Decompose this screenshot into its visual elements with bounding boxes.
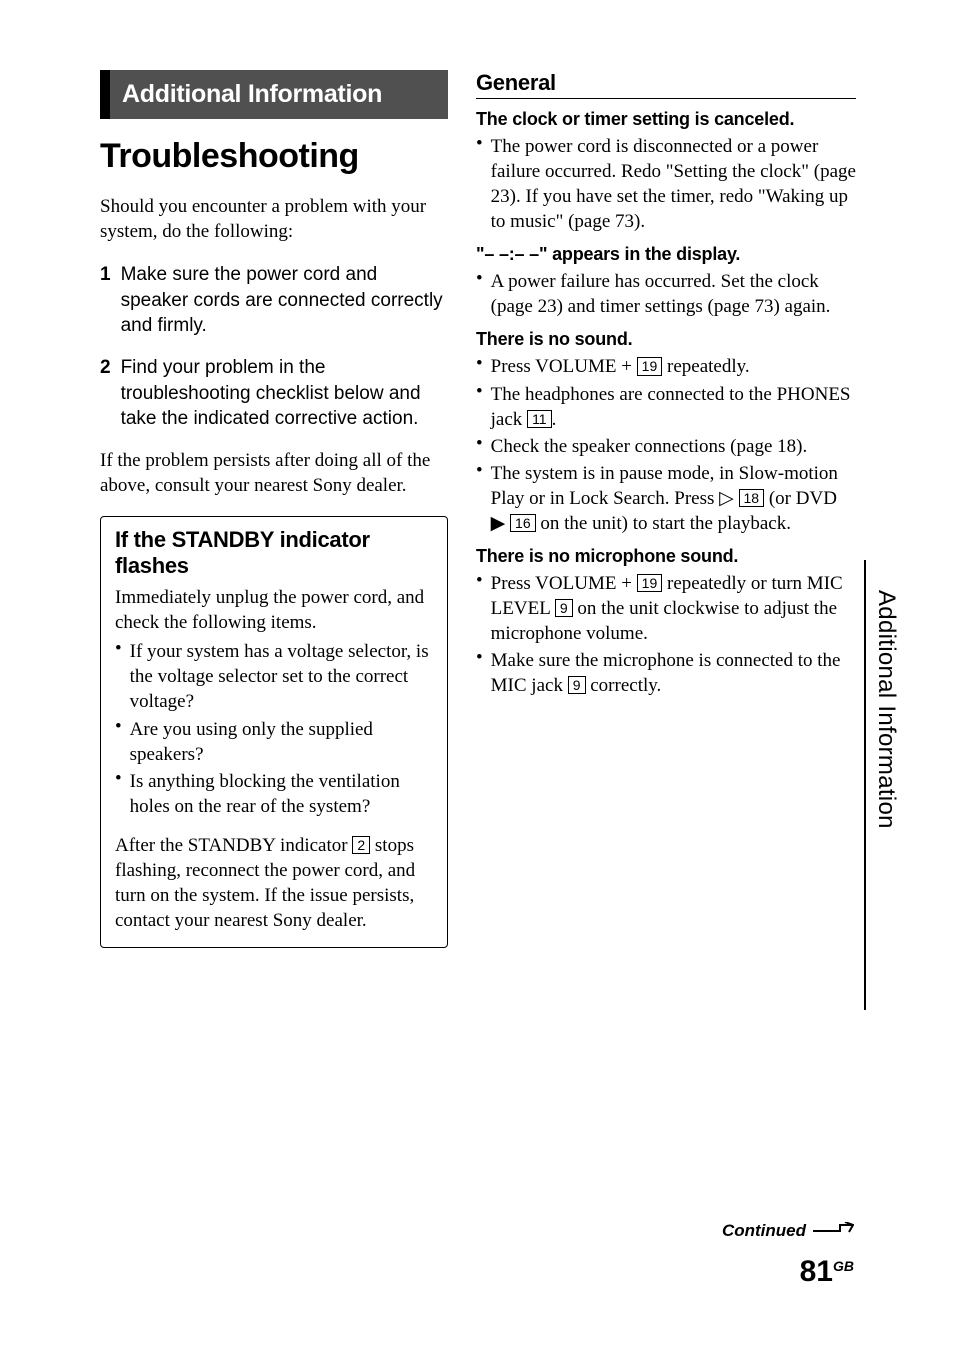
bullet-dot-icon: • (115, 639, 122, 714)
bullet-item: •The power cord is disconnected or a pow… (476, 134, 856, 234)
bullet-dot-icon: • (476, 434, 483, 459)
bullet-text: Press VOLUME + 19 repeatedly. (491, 354, 750, 379)
bullet-dot-icon: • (476, 269, 483, 319)
bullet-dot-icon: • (115, 717, 122, 767)
bullet-text: If your system has a voltage selector, i… (130, 639, 433, 714)
ref-box: 9 (568, 676, 586, 694)
page-number-value: 81 (800, 1255, 833, 1288)
bullet-item: •The headphones are connected to the PHO… (476, 382, 856, 432)
bullet-text: The headphones are connected to the PHON… (491, 382, 856, 432)
issue-heading: There is no microphone sound. (476, 546, 856, 567)
standby-box: If the STANDBY indicator flashes Immedia… (100, 516, 448, 948)
bullet-item: •The system is in pause mode, in Slow-mo… (476, 461, 856, 536)
page-number: 81GB (722, 1255, 854, 1289)
ref-box: 16 (510, 514, 536, 532)
bullet-text: A power failure has occurred. Set the cl… (491, 269, 856, 319)
standby-tail: After the STANDBY indicator 2 stops flas… (115, 833, 433, 933)
play-outline-icon: ▷ (719, 488, 734, 509)
bullet-dot-icon: • (476, 354, 483, 379)
ref-box: 18 (739, 489, 765, 507)
ref-box: 9 (555, 599, 573, 617)
after-steps-text: If the problem persists after doing all … (100, 448, 448, 498)
bullet-text: The power cord is disconnected or a powe… (491, 134, 856, 234)
bullet-text: Make sure the microphone is connected to… (491, 648, 856, 698)
bullet-text: The system is in pause mode, in Slow-mot… (491, 461, 856, 536)
numbered-step: 2Find your problem in the troubleshootin… (100, 355, 448, 432)
step-number: 1 (100, 262, 111, 339)
step-text: Make sure the power cord and speaker cor… (121, 262, 448, 339)
side-tab-bar (864, 560, 866, 1010)
ref-box: 2 (352, 836, 370, 854)
bullet-item: •A power failure has occurred. Set the c… (476, 269, 856, 319)
standby-tail-pre: After the STANDBY indicator (115, 835, 352, 856)
section-banner: Additional Information (100, 70, 448, 119)
page-number-suffix: GB (833, 1258, 854, 1274)
bullet-item: • Check the speaker connections (page 18)… (476, 434, 856, 459)
issue-heading: "– –:– –" appears in the display. (476, 244, 856, 265)
bullet-dot-icon: • (476, 461, 483, 536)
bullet-item: •Press VOLUME + 19 repeatedly or turn MI… (476, 571, 856, 646)
issue-heading: The clock or timer setting is canceled. (476, 109, 856, 130)
bullet-dot-icon: • (476, 382, 483, 432)
page-title: Troubleshooting (100, 137, 448, 176)
general-heading: General (476, 70, 856, 99)
bullet-item: • Press VOLUME + 19 repeatedly. (476, 354, 856, 379)
intro-text: Should you encounter a problem with your… (100, 194, 448, 244)
bullet-text: Is anything blocking the ventilation hol… (130, 769, 433, 819)
step-number: 2 (100, 355, 111, 432)
standby-lead: Immediately unplug the power cord, and c… (115, 585, 433, 635)
ref-box: 11 (527, 410, 552, 428)
page-footer: Continued 81GB (722, 1221, 854, 1289)
side-tab: Additional Information (872, 590, 900, 829)
play-solid-icon: ▶ (491, 513, 506, 534)
ref-box: 19 (637, 357, 663, 375)
bullet-item: •Make sure the microphone is connected t… (476, 648, 856, 698)
bullet-dot-icon: • (476, 571, 483, 646)
bullet-text: Are you using only the supplied speakers… (130, 717, 433, 767)
step-text: Find your problem in the troubleshooting… (121, 355, 448, 432)
bullet-text: Check the speaker connections (page 18). (491, 434, 808, 459)
bullet-dot-icon: • (476, 134, 483, 234)
standby-title: If the STANDBY indicator flashes (115, 527, 433, 579)
issue-heading: There is no sound. (476, 329, 856, 350)
numbered-step: 1Make sure the power cord and speaker co… (100, 262, 448, 339)
bullet-dot-icon: • (115, 769, 122, 819)
bullet-text: Press VOLUME + 19 repeatedly or turn MIC… (491, 571, 856, 646)
ref-box: 19 (637, 574, 663, 592)
bullet-item: •Is anything blocking the ventilation ho… (115, 769, 433, 819)
continued-label: Continued (722, 1221, 806, 1241)
continued-indicator: Continued (722, 1221, 854, 1241)
bullet-item: •Are you using only the supplied speaker… (115, 717, 433, 767)
continued-arrow-icon (812, 1221, 854, 1241)
bullet-dot-icon: • (476, 648, 483, 698)
bullet-item: •If your system has a voltage selector, … (115, 639, 433, 714)
